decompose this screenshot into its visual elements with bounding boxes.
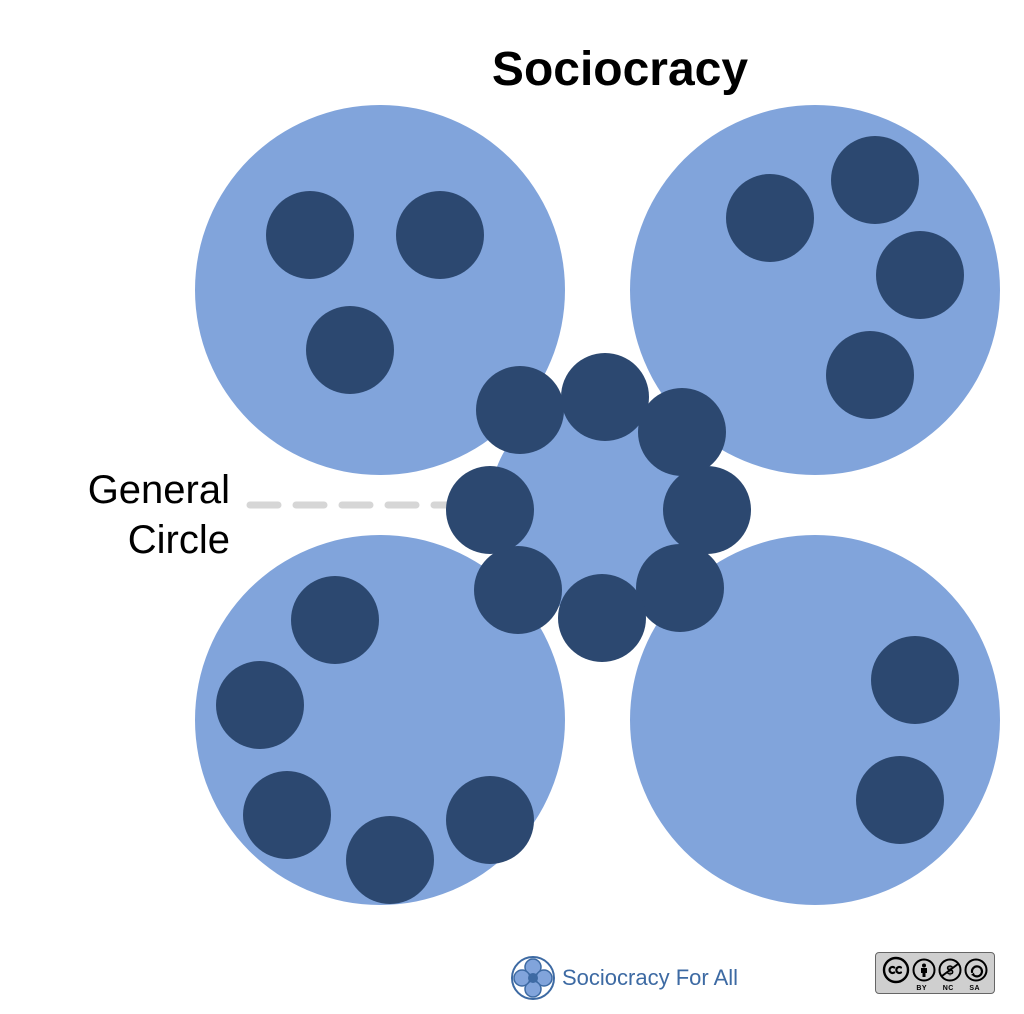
cc-label-nc: NC xyxy=(935,985,962,992)
cc-nc-icon: $ xyxy=(938,958,962,982)
cc-sa-icon xyxy=(964,958,988,982)
member-dot xyxy=(216,661,304,749)
brand-logo-icon xyxy=(510,955,556,1001)
member-dot xyxy=(663,466,751,554)
cc-by-icon xyxy=(912,958,936,982)
member-dot xyxy=(856,756,944,844)
footer-brand-text: Sociocracy For All xyxy=(562,965,738,991)
member-dot xyxy=(558,574,646,662)
member-dot xyxy=(726,174,814,262)
member-dot xyxy=(243,771,331,859)
member-dot xyxy=(474,546,562,634)
member-dot xyxy=(831,136,919,224)
member-dot xyxy=(306,306,394,394)
sociocracy-diagram xyxy=(0,0,1024,1014)
cc-labels-row: CC BY NC SA xyxy=(882,985,988,992)
cc-cc-icon xyxy=(882,956,910,984)
member-dot xyxy=(291,576,379,664)
member-dot xyxy=(636,544,724,632)
footer-brand: Sociocracy For All xyxy=(510,955,738,1001)
member-dot xyxy=(561,353,649,441)
cc-icons-row: $ xyxy=(882,956,988,984)
member-dot xyxy=(638,388,726,476)
member-dot xyxy=(876,231,964,319)
cc-label-by: BY xyxy=(909,985,936,992)
member-dot xyxy=(446,466,534,554)
member-dot xyxy=(871,636,959,724)
cc-label-sa: SA xyxy=(962,985,989,992)
member-dot xyxy=(446,776,534,864)
member-dot xyxy=(396,191,484,279)
cc-license-badge: $ CC BY NC SA xyxy=(875,952,995,994)
member-dot xyxy=(266,191,354,279)
member-dot xyxy=(476,366,564,454)
member-dot xyxy=(826,331,914,419)
member-dot xyxy=(346,816,434,904)
